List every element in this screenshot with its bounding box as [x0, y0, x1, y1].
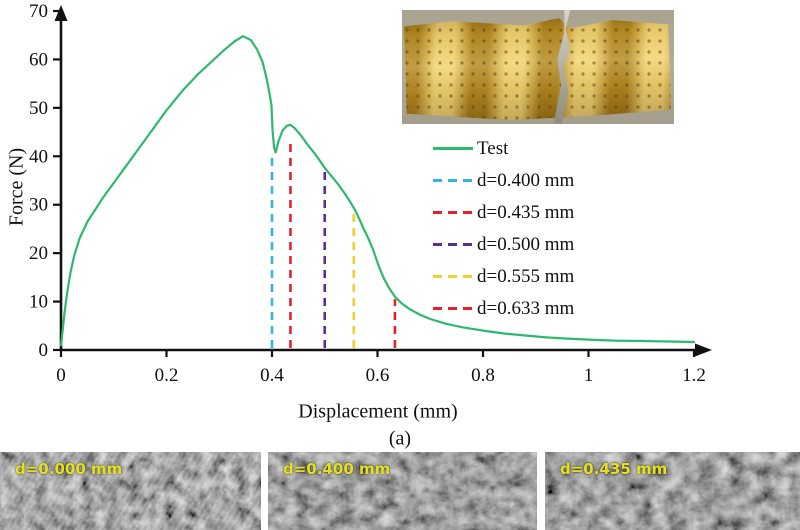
legend-dashed-line	[433, 179, 473, 182]
x-axis-title: Displacement (mm)	[298, 400, 458, 423]
chart-region: 0 0.2 0.4 0.6 0.8 1 1.2 0 10 20 30 40 50 60 70 Force (…	[5, 1, 712, 450]
specimen-photo	[402, 10, 674, 124]
x-tick-label: 0.6	[366, 365, 390, 386]
legend-dashed-line	[433, 211, 473, 214]
y-tick-label: 10	[29, 292, 48, 313]
curve-test	[59, 35, 696, 347]
micrograph-row: d=0.000 mm d=0.400 mm d=0.435 mm	[0, 452, 800, 530]
force-displacement-chart: 0 0.2 0.4 0.6 0.8 1 1.2 0 10 20 30 40 50 60 70	[29, 1, 712, 386]
x-tick-label: 0.2	[155, 365, 179, 386]
x-tick-label: 1	[584, 365, 594, 386]
x-tick-label: 0.8	[471, 365, 495, 386]
y-tick-label: 40	[29, 146, 48, 167]
micrograph-noise	[0, 452, 261, 530]
legend-label: d=0.633 mm	[477, 298, 575, 319]
x-tick-label: 0.4	[260, 365, 284, 386]
legend-item: d=0.400 mm	[433, 168, 574, 193]
micrograph-label: d=0.400 mm	[283, 460, 391, 478]
x-axis-arrow	[695, 343, 712, 357]
legend-label: d=0.555 mm	[477, 266, 575, 287]
micrograph-image: d=0.400 mm	[268, 452, 537, 530]
legend-item: Test	[433, 136, 574, 161]
legend-dashed-line	[433, 243, 473, 246]
legend-label: Test	[477, 138, 509, 159]
legend-item: d=0.555 mm	[433, 264, 574, 289]
legend-label: d=0.435 mm	[477, 202, 575, 223]
legend-item: d=0.500 mm	[433, 232, 574, 257]
panel-label: (a)	[388, 427, 412, 450]
chart-legend: Test d=0.400 mm d=0.435 mm d=0.500 mm d=0.55…	[433, 136, 574, 321]
legend-item: d=0.435 mm	[433, 200, 574, 225]
legend-dashed-line	[433, 307, 473, 310]
legend-label: d=0.500 mm	[477, 234, 575, 255]
legend-label: d=0.400 mm	[477, 170, 575, 191]
y-tick-label: 0	[39, 340, 49, 361]
micrograph-image: d=0.000 mm	[0, 452, 261, 530]
y-axis-title: Force (N)	[5, 147, 28, 227]
micrograph-label: d=0.000 mm	[15, 460, 123, 478]
legend-solid-line	[433, 147, 473, 150]
scratch-texture	[0, 452, 261, 530]
x-tick-label: 0	[56, 365, 66, 386]
gold-specimen	[404, 18, 671, 120]
y-tick-label: 70	[29, 1, 48, 22]
x-tick-label: 1.2	[682, 365, 706, 386]
legend-dashed-line	[433, 275, 473, 278]
legend-item: d=0.633 mm	[433, 296, 574, 321]
micrograph-image: d=0.435 mm	[545, 452, 800, 530]
micrograph-label: d=0.435 mm	[560, 460, 668, 478]
micrograph-noise	[268, 452, 537, 530]
micrograph-noise	[545, 452, 800, 530]
y-tick-label: 20	[29, 243, 48, 264]
y-tick-label: 60	[29, 49, 48, 70]
y-axis-arrow	[54, 5, 68, 21]
y-tick-label: 50	[29, 98, 48, 119]
y-tick-label: 30	[29, 195, 48, 216]
